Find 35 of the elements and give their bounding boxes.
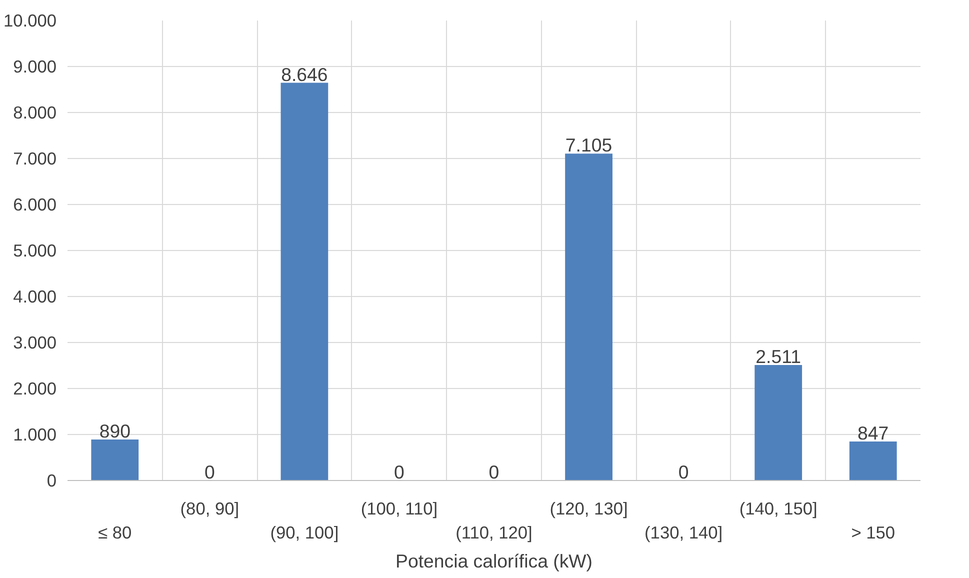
y-tick-label: 8.000 — [13, 102, 57, 122]
bar — [849, 442, 897, 480]
data-label: 2.511 — [756, 346, 801, 367]
bar — [754, 364, 802, 480]
bar — [91, 440, 139, 480]
x-tick-label: (80, 90] — [180, 498, 240, 518]
bar — [280, 82, 328, 480]
y-tick-label: 0 — [46, 470, 57, 490]
y-tick-label: 4.000 — [13, 286, 57, 306]
x-tick-label: > 150 — [851, 522, 896, 542]
data-label: 0 — [204, 462, 215, 482]
y-tick-label: 9.000 — [13, 56, 57, 76]
data-label: 0 — [394, 462, 404, 482]
data-label: 7.105 — [565, 134, 612, 156]
x-axis-title: Potencia calorífica (kW) — [396, 550, 592, 572]
x-tick-label: ≤ 80 — [98, 522, 132, 542]
y-tick-label: 2.000 — [13, 378, 57, 398]
data-label: 890 — [99, 420, 130, 442]
bar — [565, 154, 612, 480]
data-label: 0 — [488, 462, 500, 482]
y-tick-label: 3.000 — [13, 332, 57, 352]
x-tick-label: (120, 130] — [550, 498, 628, 518]
x-tick-label: (140, 150] — [739, 498, 818, 518]
x-tick-label: (100, 110] — [360, 498, 438, 518]
data-label: 847 — [858, 422, 889, 444]
x-tick-label: (90, 100] — [270, 522, 339, 542]
data-label: 8.646 — [281, 64, 328, 85]
y-tick-label: 5.000 — [13, 240, 57, 260]
y-tick-label: 6.000 — [13, 194, 57, 214]
y-tick-label: 7.000 — [13, 148, 57, 168]
data-label: 0 — [678, 462, 689, 482]
x-tick-label: (130, 140] — [644, 522, 723, 542]
y-tick-label: 10.000 — [4, 10, 56, 30]
y-tick-label: 1.000 — [13, 424, 57, 444]
x-tick-label: (110, 120] — [456, 522, 532, 542]
